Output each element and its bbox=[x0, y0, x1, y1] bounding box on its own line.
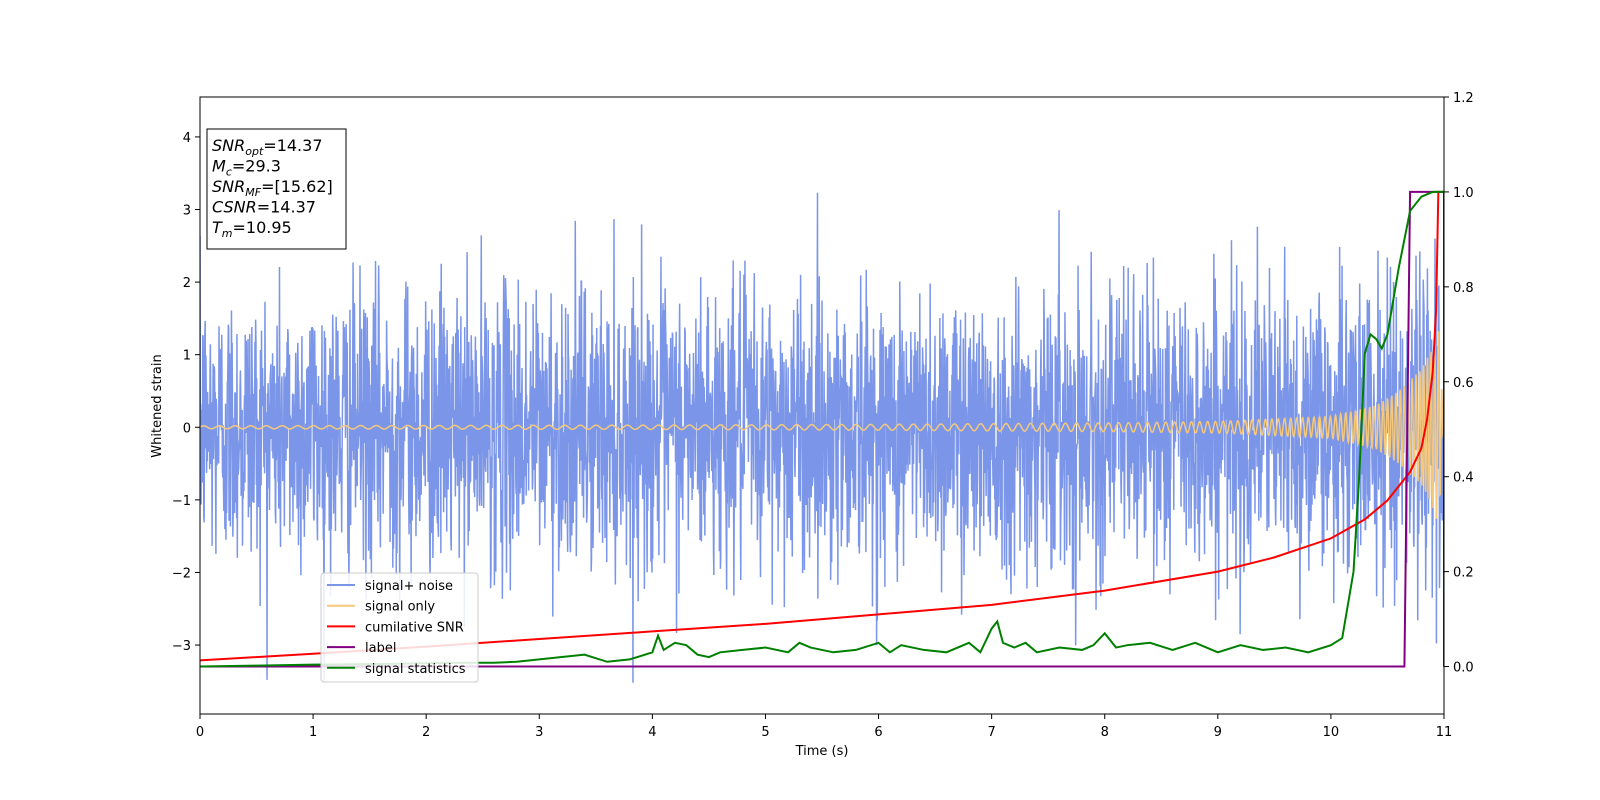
y-axis-label: Whitened strain bbox=[150, 354, 165, 457]
plot-frame bbox=[199, 96, 1445, 715]
x-tick-label: 1 bbox=[309, 725, 317, 740]
y-left-tick-label: 3 bbox=[183, 204, 191, 219]
label-line bbox=[200, 190, 1444, 668]
x-tick-label: 7 bbox=[987, 725, 995, 740]
signal-only-series bbox=[200, 331, 1444, 519]
right-axis-series bbox=[200, 190, 1444, 668]
legend-entry: signal+ noise bbox=[365, 579, 453, 594]
y-right-tick-label: 0.2 bbox=[1453, 566, 1474, 581]
signal-statistics-line bbox=[200, 190, 1444, 668]
x-axis-label: Time (s) bbox=[795, 744, 849, 759]
info-line: Mc=29.3 bbox=[212, 157, 281, 179]
y-left-tick-label: 1 bbox=[183, 349, 191, 364]
x-tick-label: 9 bbox=[1214, 725, 1222, 740]
y-axis-right: 0.0 0.2 0.4 0.6 0.8 1.0 1.2 bbox=[1444, 91, 1474, 676]
info-box: SNRopt=14.37Mc=29.3SNRMF=[15.62]CSNR=14.… bbox=[206, 128, 347, 250]
y-left-tick-label: 4 bbox=[183, 131, 191, 146]
y-right-tick-label: 0.8 bbox=[1453, 281, 1474, 296]
x-tick-label: 10 bbox=[1323, 725, 1340, 740]
signal-noise-series bbox=[200, 192, 1444, 683]
cumilative-snr-line bbox=[200, 190, 1444, 662]
info-line: CSNR=14.37 bbox=[212, 198, 316, 217]
legend-entry: signal statistics bbox=[365, 662, 466, 677]
x-axis: 0 1 2 3 4 5 6 7 8 9 10 11 bbox=[196, 714, 1452, 740]
y-right-tick-label: 1.0 bbox=[1453, 186, 1474, 201]
legend-entry: signal only bbox=[365, 600, 435, 615]
signal-noise-line bbox=[200, 192, 1444, 683]
legend-entry: label bbox=[365, 641, 396, 656]
x-tick-label: 8 bbox=[1101, 725, 1109, 740]
info-line: SNRMF=[15.62] bbox=[212, 177, 333, 199]
x-tick-label: 5 bbox=[761, 725, 769, 740]
legend: signal+ noise signal only cumilative SNR la… bbox=[320, 572, 479, 683]
signal-only-line bbox=[200, 331, 1444, 519]
legend-entry: cumilative SNR bbox=[365, 620, 464, 635]
y-right-tick-label: 1.2 bbox=[1453, 91, 1474, 106]
x-tick-label: 4 bbox=[648, 725, 656, 740]
x-tick-label: 3 bbox=[535, 725, 543, 740]
y-left-tick-label: 2 bbox=[183, 276, 191, 291]
x-tick-label: 0 bbox=[196, 725, 204, 740]
y-left-tick-label: 0 bbox=[183, 421, 191, 436]
legend-frame bbox=[320, 572, 479, 683]
y-right-tick-label: 0.0 bbox=[1453, 661, 1474, 676]
y-left-tick-label: −1 bbox=[172, 494, 191, 509]
x-tick-label: 11 bbox=[1436, 725, 1453, 740]
info-box-frame bbox=[206, 128, 347, 250]
y-right-tick-label: 0.6 bbox=[1453, 376, 1474, 391]
x-tick-label: 6 bbox=[874, 725, 882, 740]
y-right-tick-label: 0.4 bbox=[1453, 471, 1474, 486]
x-tick-label: 2 bbox=[422, 725, 430, 740]
info-line: SNRopt=14.37 bbox=[212, 136, 323, 158]
y-axis-left: −3 −2 −1 0 1 2 3 4 bbox=[172, 131, 200, 654]
info-line: Tm=10.95 bbox=[212, 218, 292, 240]
y-left-tick-label: −2 bbox=[172, 566, 191, 581]
y-left-tick-label: −3 bbox=[172, 639, 191, 654]
